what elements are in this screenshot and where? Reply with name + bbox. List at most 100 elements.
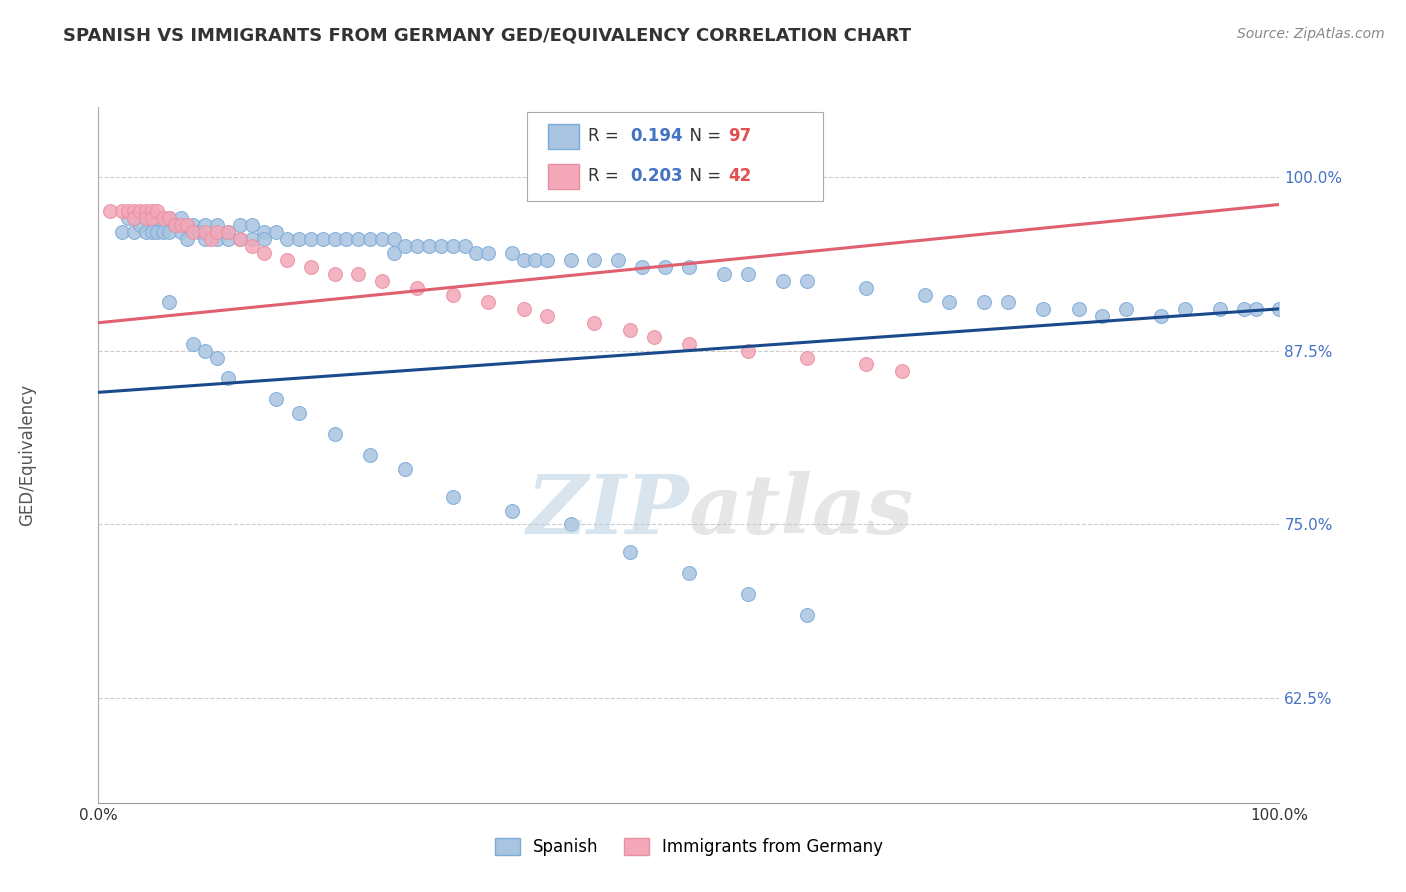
Point <box>122 211 145 226</box>
Point <box>441 490 464 504</box>
Point <box>122 204 145 219</box>
Point <box>157 211 180 226</box>
Point <box>1209 301 1232 316</box>
Text: 0.194: 0.194 <box>630 127 682 145</box>
Point <box>501 503 523 517</box>
Point <box>170 211 193 226</box>
Point <box>187 225 209 239</box>
Point <box>890 364 912 378</box>
Point <box>299 260 322 274</box>
Point <box>146 211 169 226</box>
Text: N =: N = <box>679 167 727 186</box>
Point <box>654 260 676 274</box>
Point <box>288 232 311 246</box>
Point <box>406 239 429 253</box>
Point <box>229 232 252 246</box>
Point <box>1091 309 1114 323</box>
Point <box>200 232 222 246</box>
Point <box>128 219 150 233</box>
Point <box>418 239 440 253</box>
Text: R =: R = <box>588 127 624 145</box>
Point <box>176 219 198 233</box>
Point <box>973 294 995 309</box>
Point <box>276 232 298 246</box>
Point <box>630 260 652 274</box>
Point <box>181 219 204 233</box>
Point <box>335 232 357 246</box>
Point <box>512 253 534 268</box>
Point <box>1268 301 1291 316</box>
Point <box>536 253 558 268</box>
Point <box>111 204 134 219</box>
Point <box>394 462 416 476</box>
Point <box>914 288 936 302</box>
Point <box>217 225 239 239</box>
Text: N =: N = <box>679 127 727 145</box>
Y-axis label: GED/Equivalency: GED/Equivalency <box>18 384 37 526</box>
Point <box>643 329 665 343</box>
Point <box>157 225 180 239</box>
Point <box>264 392 287 407</box>
Point <box>359 232 381 246</box>
Text: 42: 42 <box>728 167 752 186</box>
Point <box>430 239 453 253</box>
Point <box>583 316 606 330</box>
Point <box>1174 301 1197 316</box>
Point <box>240 219 263 233</box>
Point <box>253 246 276 260</box>
Point <box>276 253 298 268</box>
Point <box>205 219 228 233</box>
Point <box>441 288 464 302</box>
Point <box>135 225 157 239</box>
Point <box>117 204 139 219</box>
Point <box>157 211 180 226</box>
Point <box>117 211 139 226</box>
Point <box>737 267 759 281</box>
Point <box>1150 309 1173 323</box>
Point <box>583 253 606 268</box>
Point <box>194 225 217 239</box>
Point <box>796 274 818 288</box>
Point <box>501 246 523 260</box>
Point <box>288 406 311 420</box>
Point <box>152 211 174 226</box>
Point <box>165 219 187 233</box>
Point <box>382 232 405 246</box>
Point <box>181 336 204 351</box>
Point <box>855 358 877 372</box>
Text: Source: ZipAtlas.com: Source: ZipAtlas.com <box>1237 27 1385 41</box>
Point <box>264 225 287 239</box>
Point <box>477 294 499 309</box>
Point <box>347 232 370 246</box>
Text: 97: 97 <box>728 127 752 145</box>
Point <box>217 225 239 239</box>
Point <box>98 204 121 219</box>
Point <box>122 225 145 239</box>
Point <box>299 232 322 246</box>
Point <box>1067 301 1090 316</box>
Point <box>170 219 193 233</box>
Point <box>1115 301 1137 316</box>
Point <box>713 267 735 281</box>
Point <box>619 545 641 559</box>
Point <box>194 232 217 246</box>
Point <box>323 232 346 246</box>
Point <box>1032 301 1054 316</box>
Point <box>512 301 534 316</box>
Point <box>678 260 700 274</box>
Point <box>205 225 228 239</box>
Point <box>217 232 239 246</box>
Point <box>217 371 239 385</box>
Point <box>141 211 163 226</box>
Point <box>229 232 252 246</box>
Point <box>477 246 499 260</box>
Point <box>394 239 416 253</box>
Point <box>371 232 394 246</box>
Point <box>382 246 405 260</box>
Point <box>678 566 700 581</box>
Point <box>194 219 217 233</box>
Text: ZIP: ZIP <box>526 471 689 550</box>
Point <box>441 239 464 253</box>
Point <box>141 225 163 239</box>
Point <box>176 219 198 233</box>
